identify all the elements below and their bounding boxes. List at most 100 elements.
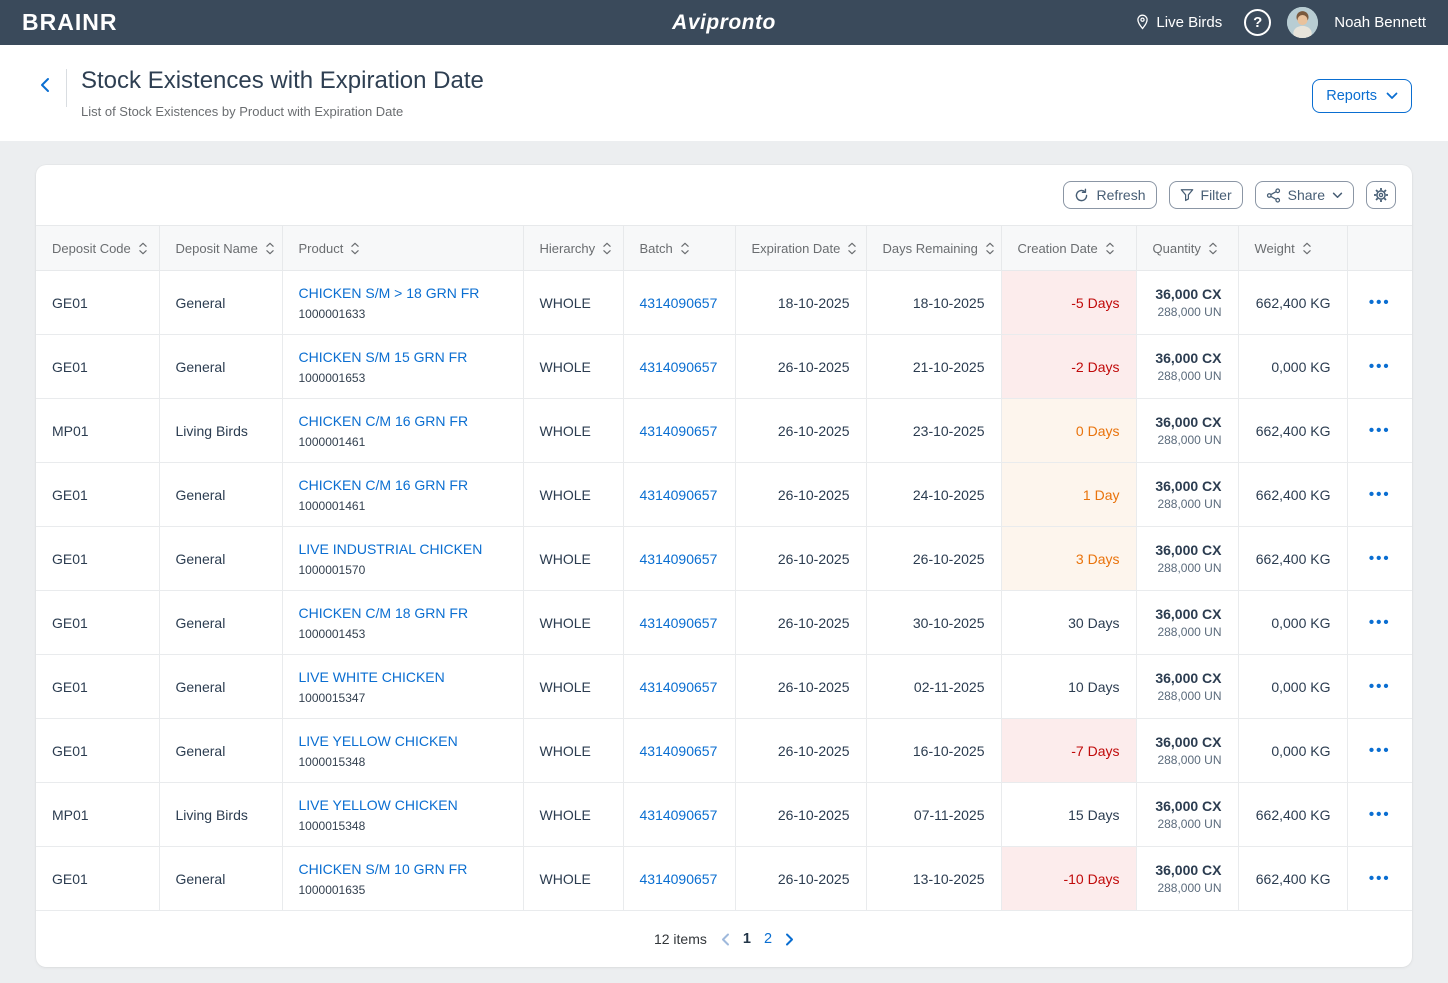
share-button[interactable]: Share bbox=[1254, 181, 1354, 209]
cell-deposit-code: GE01 bbox=[36, 654, 160, 719]
batch-link[interactable]: 4314090657 bbox=[639, 806, 718, 823]
cell-deposit-code: GE01 bbox=[36, 334, 160, 399]
row-actions-icon[interactable]: ••• bbox=[1368, 358, 1391, 375]
avatar[interactable] bbox=[1287, 7, 1319, 38]
batch-link[interactable]: 4314090657 bbox=[639, 614, 718, 631]
row-actions-icon[interactable]: ••• bbox=[1368, 550, 1391, 567]
cell-expiration-date: 26-10-2025 bbox=[735, 846, 867, 911]
page-next-icon[interactable] bbox=[785, 933, 794, 946]
cell-batch: 4314090657 bbox=[623, 654, 736, 719]
batch-link[interactable]: 4314090657 bbox=[639, 358, 718, 375]
brand-logo[interactable]: BRAINR bbox=[22, 9, 118, 35]
batch-link[interactable]: 4314090657 bbox=[639, 486, 718, 503]
column-header-deposit_name[interactable]: Deposit Name bbox=[159, 225, 283, 271]
location-selector[interactable]: Live Birds bbox=[1135, 14, 1222, 31]
cell-deposit-name: Living Birds bbox=[159, 398, 283, 463]
user-name[interactable]: Noah Bennett bbox=[1334, 14, 1426, 31]
cell-quantity: 36,000 CX 288,000 UN bbox=[1136, 846, 1239, 911]
refresh-button[interactable]: Refresh bbox=[1063, 181, 1157, 209]
cell-weight: 0,000 KG bbox=[1238, 718, 1348, 783]
column-header-quantity[interactable]: Quantity bbox=[1136, 225, 1239, 271]
page-title: Stock Existences with Expiration Date bbox=[81, 67, 484, 94]
product-link[interactable]: CHICKEN C/M 16 GRN FR bbox=[298, 476, 469, 493]
cell-batch: 4314090657 bbox=[623, 590, 736, 655]
table-row: GE01 General CHICKEN C/M 16 GRN FR 10000014… bbox=[36, 462, 1412, 527]
product-link[interactable]: LIVE INDUSTRIAL CHICKEN bbox=[298, 540, 483, 557]
column-header-remaining[interactable]: Days Remaining bbox=[866, 225, 1002, 271]
column-header-expiration[interactable]: Expiration Date bbox=[735, 225, 867, 271]
batch-link[interactable]: 4314090657 bbox=[639, 678, 718, 695]
product-link[interactable]: CHICKEN S/M > 18 GRN FR bbox=[298, 284, 480, 301]
row-actions-icon[interactable]: ••• bbox=[1368, 742, 1391, 759]
cell-actions: ••• bbox=[1347, 846, 1412, 911]
cell-batch: 4314090657 bbox=[623, 526, 736, 591]
row-actions-icon[interactable]: ••• bbox=[1368, 486, 1391, 503]
column-header-deposit_code[interactable]: Deposit Code bbox=[36, 225, 160, 271]
cell-product: CHICKEN C/M 18 GRN FR 1000001453 bbox=[282, 590, 524, 655]
items-count: 12 items bbox=[653, 931, 707, 947]
product-link[interactable]: CHICKEN S/M 15 GRN FR bbox=[298, 348, 468, 365]
cell-deposit-name: Living Birds bbox=[159, 782, 283, 847]
reports-button[interactable]: Reports bbox=[1312, 79, 1412, 113]
page-number[interactable]: 2 bbox=[763, 931, 773, 947]
row-actions-icon[interactable]: ••• bbox=[1368, 870, 1391, 887]
row-actions-icon[interactable]: ••• bbox=[1368, 806, 1391, 823]
cell-actions: ••• bbox=[1347, 270, 1412, 335]
row-actions-icon[interactable]: ••• bbox=[1368, 614, 1391, 631]
share-label: Share bbox=[1287, 187, 1325, 203]
filter-button[interactable]: Filter bbox=[1168, 181, 1243, 209]
settings-button[interactable] bbox=[1366, 181, 1396, 209]
cell-hierarchy: WHOLE bbox=[523, 718, 624, 783]
row-actions-icon[interactable]: ••• bbox=[1368, 294, 1391, 311]
column-header-weight[interactable]: Weight bbox=[1238, 225, 1348, 271]
table-row: GE01 General LIVE WHITE CHICKEN 1000015347 W… bbox=[36, 654, 1412, 719]
column-header-creation[interactable]: Creation Date bbox=[1001, 225, 1137, 271]
product-link[interactable]: LIVE YELLOW CHICKEN bbox=[298, 796, 458, 813]
product-code: 1000001461 bbox=[298, 434, 366, 449]
page-prev-icon[interactable] bbox=[721, 933, 730, 946]
product-link[interactable]: CHICKEN S/M 10 GRN FR bbox=[298, 860, 468, 877]
back-button[interactable] bbox=[36, 71, 54, 99]
batch-link[interactable]: 4314090657 bbox=[639, 742, 718, 759]
cell-product: CHICKEN S/M 15 GRN FR 1000001653 bbox=[282, 334, 524, 399]
help-icon[interactable]: ? bbox=[1244, 9, 1272, 36]
cell-actions: ••• bbox=[1347, 398, 1412, 463]
cell-weight: 662,400 KG bbox=[1238, 462, 1348, 527]
cell-quantity: 36,000 CX 288,000 UN bbox=[1136, 654, 1239, 719]
cell-product: LIVE YELLOW CHICKEN 1000015348 bbox=[282, 782, 524, 847]
shell-bar: BRAINR Avipronto Live Birds ? Noah Benne… bbox=[0, 0, 1448, 45]
batch-link[interactable]: 4314090657 bbox=[639, 870, 718, 887]
sort-icon bbox=[351, 242, 360, 254]
product-link[interactable]: CHICKEN C/M 16 GRN FR bbox=[298, 412, 469, 429]
cell-days-status: 30 Days bbox=[1001, 590, 1137, 655]
cell-deposit-code: GE01 bbox=[36, 462, 160, 527]
column-header-product[interactable]: Product bbox=[282, 225, 524, 271]
table-row: GE01 General CHICKEN S/M 10 GRN FR 10000016… bbox=[36, 846, 1412, 911]
cell-product: LIVE INDUSTRIAL CHICKEN 1000001570 bbox=[282, 526, 524, 591]
cell-days-remaining: 18-10-2025 bbox=[866, 270, 1002, 335]
cell-days-remaining: 21-10-2025 bbox=[866, 334, 1002, 399]
batch-link[interactable]: 4314090657 bbox=[639, 550, 718, 567]
cell-quantity: 36,000 CX 288,000 UN bbox=[1136, 462, 1239, 527]
row-actions-icon[interactable]: ••• bbox=[1368, 678, 1391, 695]
cell-weight: 662,400 KG bbox=[1238, 526, 1348, 591]
chevron-down-icon bbox=[1332, 192, 1343, 199]
page-number-current: 1 bbox=[742, 931, 751, 947]
product-link[interactable]: LIVE WHITE CHICKEN bbox=[298, 668, 445, 685]
cell-quantity: 36,000 CX 288,000 UN bbox=[1136, 270, 1239, 335]
batch-link[interactable]: 4314090657 bbox=[639, 294, 718, 311]
table-row: MP01 Living Birds CHICKEN C/M 16 GRN FR 100… bbox=[36, 398, 1412, 463]
product-link[interactable]: LIVE YELLOW CHICKEN bbox=[298, 732, 458, 749]
batch-link[interactable]: 4314090657 bbox=[639, 422, 718, 439]
column-header-hierarchy[interactable]: Hierarchy bbox=[523, 225, 624, 271]
cell-quantity: 36,000 CX 288,000 UN bbox=[1136, 334, 1239, 399]
cell-days-status: -7 Days bbox=[1001, 718, 1137, 783]
cell-batch: 4314090657 bbox=[623, 846, 736, 911]
cell-actions: ••• bbox=[1347, 718, 1412, 783]
row-actions-icon[interactable]: ••• bbox=[1368, 422, 1391, 439]
product-link[interactable]: CHICKEN C/M 18 GRN FR bbox=[298, 604, 469, 621]
column-header-batch[interactable]: Batch bbox=[623, 225, 736, 271]
cell-deposit-code: MP01 bbox=[36, 398, 160, 463]
cell-actions: ••• bbox=[1347, 334, 1412, 399]
